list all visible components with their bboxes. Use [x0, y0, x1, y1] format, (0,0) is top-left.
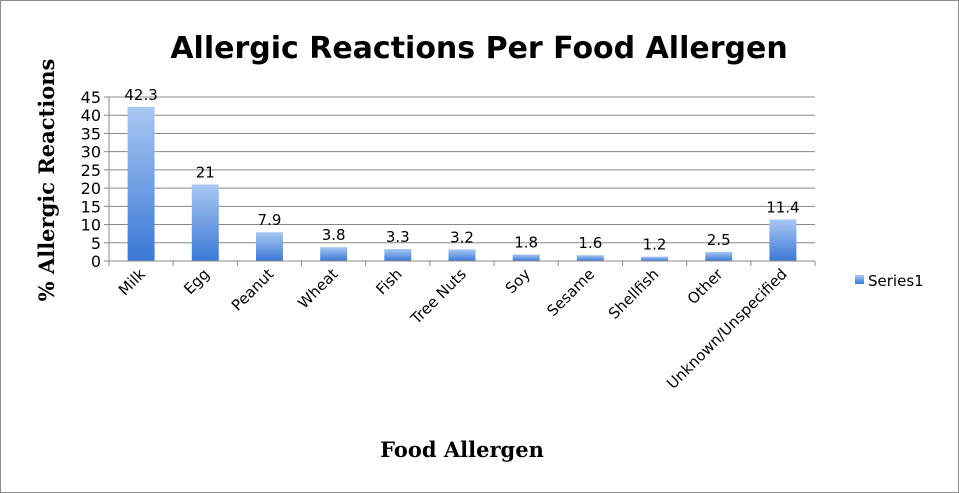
data-label: 1.6	[578, 234, 602, 252]
data-label: 2.5	[707, 231, 731, 249]
x-tick-label: Egg	[180, 265, 213, 298]
x-tick-label: Milk	[115, 265, 149, 299]
data-label: 1.8	[514, 233, 538, 251]
y-tick-label: 20	[81, 179, 101, 198]
data-label: 1.2	[643, 236, 667, 254]
legend: Series1	[855, 272, 924, 290]
y-tick-label: 45	[81, 88, 101, 107]
y-tick-label: 10	[81, 216, 101, 235]
bars	[127, 106, 797, 261]
legend-swatch	[855, 275, 864, 284]
y-tick-label: 35	[81, 124, 101, 143]
y-tick-label: 0	[91, 252, 101, 271]
data-label: 3.3	[386, 228, 410, 246]
y-tick-label: 40	[81, 106, 101, 125]
bar	[512, 254, 540, 261]
bar	[576, 255, 604, 261]
x-tick-label: Fish	[372, 265, 405, 298]
y-tick-label: 15	[81, 197, 101, 216]
x-tick-label: Shellfish	[605, 265, 663, 323]
x-tick-label: Tree Nuts	[407, 265, 470, 328]
bar	[127, 106, 155, 261]
bar	[448, 249, 476, 261]
x-tick-label: Sesame	[543, 265, 598, 320]
bar	[384, 248, 412, 261]
legend-label: Series1	[868, 272, 924, 290]
x-tick-label: Soy	[502, 265, 534, 297]
x-tick-label: Wheat	[294, 265, 341, 312]
x-axis-title: Food Allergen	[380, 437, 544, 462]
data-labels: 42.3 21 7.9 3.8 3.3 3.2 1.8 1.6 1.2 2.5 11.4	[124, 86, 799, 254]
bar	[641, 256, 669, 261]
y-axis-title: % Allergic Reactions	[34, 59, 59, 302]
x-tick-label: Peanut	[228, 265, 277, 314]
bar	[320, 247, 348, 261]
data-label: 11.4	[766, 198, 799, 216]
y-tick-label: 30	[81, 143, 101, 162]
data-label: 3.2	[450, 228, 474, 246]
bar	[769, 219, 797, 261]
x-axis-ticks: Milk Egg Peanut Wheat Fish Tree Nuts Soy Sesame…	[108, 260, 816, 393]
bar	[191, 184, 219, 261]
data-label: 21	[196, 163, 215, 181]
data-label: 42.3	[124, 86, 157, 104]
bar	[705, 251, 733, 261]
y-tick-label: 25	[81, 161, 101, 180]
x-tick-label: Unknown/Unspecified	[663, 265, 791, 393]
chart-title: Allergic Reactions Per Food Allergen	[170, 31, 787, 66]
data-label: 7.9	[258, 211, 282, 229]
x-tick-label: Other	[684, 265, 727, 308]
bar	[255, 232, 283, 261]
y-tick-label: 5	[91, 234, 101, 253]
data-label: 3.8	[322, 226, 346, 244]
